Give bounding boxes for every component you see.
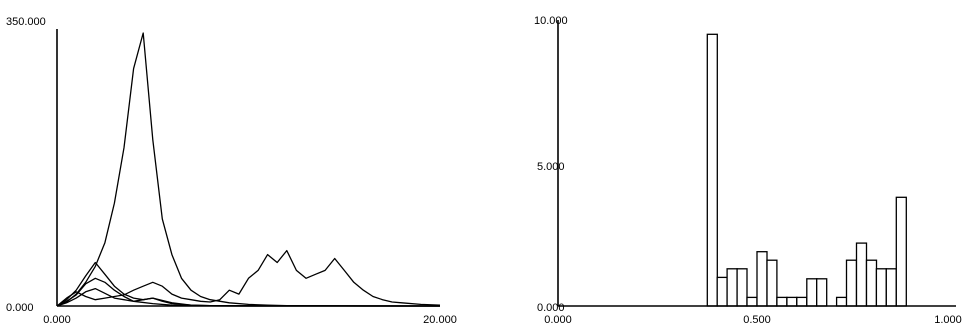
- histogram-bar: [895, 196, 907, 307]
- left-series-line-2: [56, 249, 441, 307]
- left-series-line-5: [56, 287, 441, 307]
- histogram-bar: [786, 296, 798, 307]
- histogram-bar: [726, 268, 738, 307]
- right-y-tick-label-mid: 5.000: [537, 161, 565, 173]
- histogram-bar: [716, 276, 728, 307]
- histogram-bar: [816, 278, 828, 307]
- right-y-tick-label-min: 0.000: [537, 302, 565, 314]
- histogram-bar: [806, 278, 818, 307]
- histogram-bar: [706, 33, 718, 307]
- histogram-bar: [865, 259, 878, 307]
- right-x-tick-label-mid: 0.500: [743, 314, 771, 326]
- histogram-bar: [875, 268, 887, 307]
- left-x-tick-label-max: 20.000: [423, 314, 457, 326]
- left-line-chart: 350.000 0.000 0.000 20.000: [6, 16, 457, 326]
- histogram-bar: [766, 259, 778, 307]
- left-y-tick-label-max: 350.000: [6, 16, 46, 28]
- histogram-bar: [746, 296, 758, 307]
- histogram-bar: [885, 268, 897, 307]
- left-series-line-4: [56, 277, 440, 307]
- right-y-tick-label-max: 10.000: [534, 15, 568, 27]
- histogram-bar: [845, 259, 858, 307]
- histogram-bar: [855, 242, 868, 307]
- left-series-line-1: [56, 32, 440, 307]
- histogram-bar: [796, 296, 808, 307]
- histogram-bar: [835, 296, 848, 307]
- left-x-tick-label-min: 0.000: [43, 314, 71, 326]
- histogram-bar: [756, 251, 768, 307]
- left-y-tick-label-min: 0.000: [6, 302, 34, 314]
- histogram-bar: [776, 296, 788, 307]
- right-x-tick-label-max: 1.000: [934, 314, 962, 326]
- histogram-bar: [736, 268, 748, 307]
- right-x-tick-label-min: 0.000: [544, 314, 572, 326]
